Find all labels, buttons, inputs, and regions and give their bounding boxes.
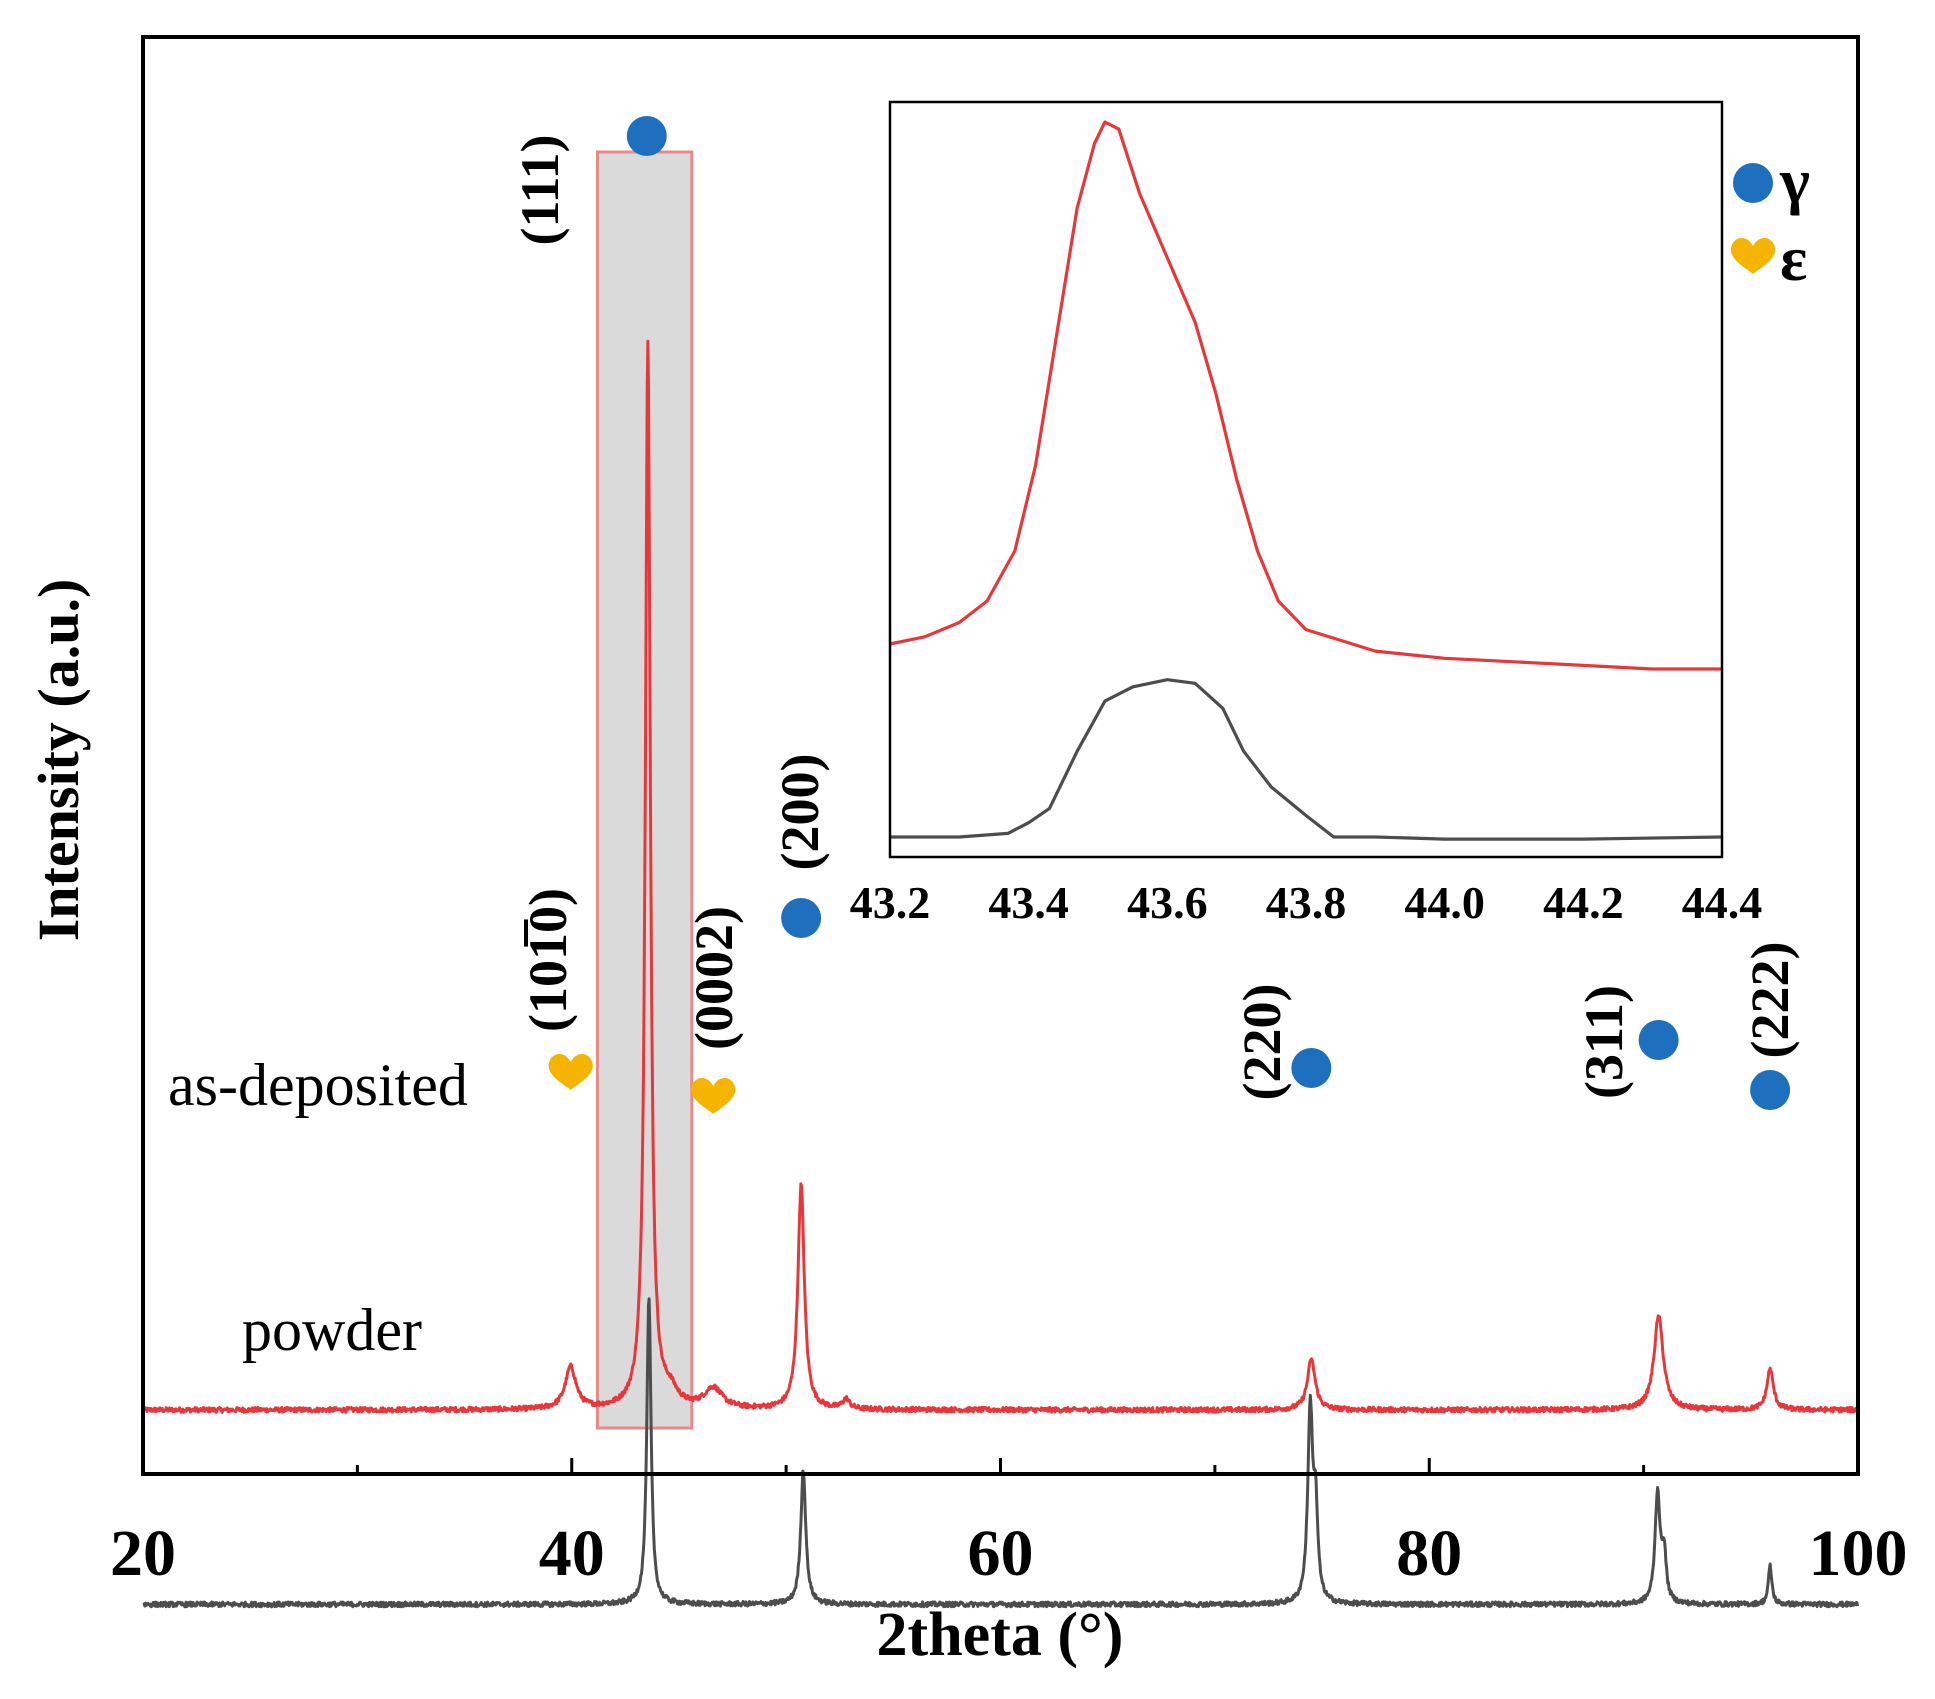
gamma-phase-marker-icon	[1638, 1020, 1679, 1060]
legend-gamma-label: γ	[1779, 145, 1810, 216]
inset-x-tick-label: 44.2	[1543, 877, 1624, 928]
phase-markers	[548, 116, 1791, 1114]
inset-x-axis: 43.2 43.4 43.6 43.8 44.0 44.2 44.4	[850, 877, 1763, 928]
legend: γ ε	[1730, 145, 1810, 294]
inset-background	[890, 102, 1722, 857]
legend-gamma-circle-icon	[1733, 163, 1773, 203]
inset-x-tick-label: 43.2	[850, 877, 931, 928]
x-tick-label: 80	[1396, 1517, 1462, 1590]
epsilon-phase-marker-icon	[548, 1053, 593, 1090]
series-label-powder: powder	[242, 1297, 422, 1363]
inset-x-tick-label: 44.4	[1682, 877, 1763, 928]
gamma-phase-marker-icon	[1291, 1048, 1332, 1088]
trace-as-deposited	[141, 339, 1859, 1414]
gamma-phase-marker-icon	[626, 116, 667, 156]
peak-label-311: (311)	[1574, 985, 1634, 1099]
inset-x-tick-label: 44.0	[1404, 877, 1485, 928]
inset-x-tick-label: 43.6	[1127, 877, 1208, 928]
series-label-as-deposited: as-deposited	[168, 1052, 468, 1118]
x-axis: 20 40 60 80 100	[110, 1458, 1908, 1590]
legend-epsilon-heart-icon	[1730, 237, 1776, 274]
gamma-phase-marker-icon	[781, 898, 822, 938]
inset-trace-powder	[890, 678, 1723, 841]
inset-x-tick-label: 43.8	[1266, 877, 1347, 928]
inset-trace-as-deposited	[889, 120, 1722, 671]
x-axis-label: 2theta (°)	[877, 1601, 1124, 1669]
trace-powder	[142, 1297, 1860, 1609]
peak-label-0002: (0002)	[684, 906, 744, 1050]
peak-label-220: (220)	[1232, 984, 1292, 1101]
y-axis-label: Intensity (a.u.)	[26, 579, 91, 942]
epsilon-phase-marker-icon	[691, 1077, 736, 1114]
x-tick-label: 40	[539, 1517, 605, 1590]
gamma-phase-marker-icon	[1750, 1070, 1791, 1110]
inset-frame	[888, 100, 1724, 859]
x-tick-label: 100	[1809, 1517, 1908, 1590]
inset-x-tick-label: 43.4	[988, 877, 1069, 928]
peak-label-10-10: (101̅0)	[518, 888, 578, 1032]
peak-label-222: (222)	[1740, 942, 1800, 1059]
peak-label-200: (200)	[770, 754, 830, 871]
peak-label-111: (111)	[510, 134, 570, 245]
x-tick-label: 60	[968, 1517, 1034, 1590]
legend-epsilon-label: ε	[1780, 223, 1807, 294]
x-tick-label: 20	[110, 1517, 176, 1590]
